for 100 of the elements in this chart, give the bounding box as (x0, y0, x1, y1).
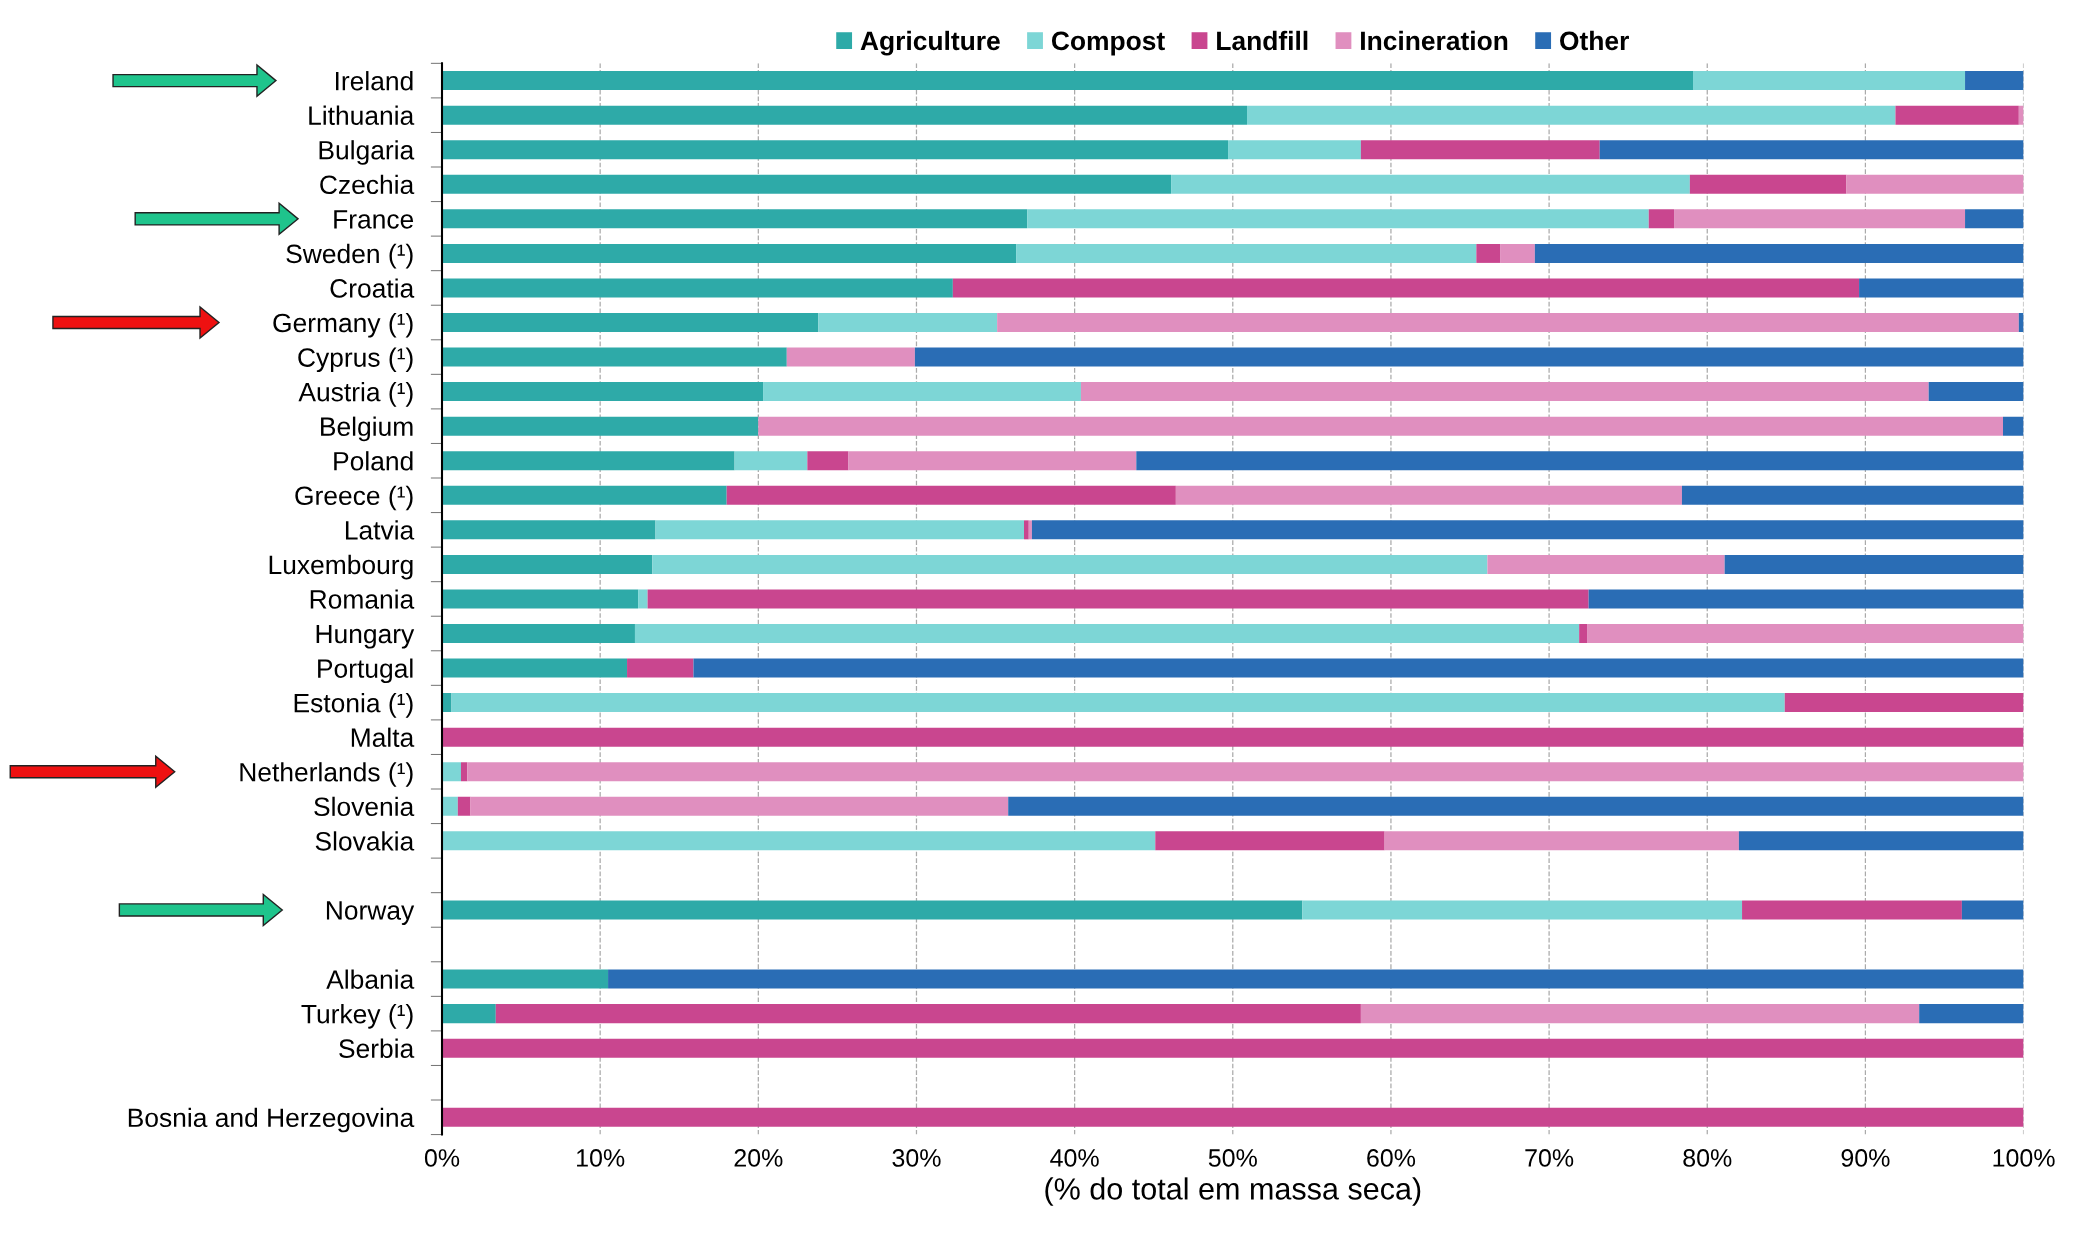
bar (1742, 900, 1962, 920)
bar (442, 624, 635, 644)
bar (470, 796, 1009, 816)
x-tick-label: 40% (1050, 1149, 1099, 1167)
bar (442, 762, 461, 782)
bar (457, 796, 471, 816)
bar (786, 347, 915, 367)
bar (1859, 278, 2024, 298)
y-tick-label: Cyprus (¹) (298, 347, 413, 373)
x-tick-label: 60% (1367, 1149, 1416, 1167)
bar (442, 174, 1172, 194)
bar (1360, 1004, 1920, 1024)
bar (1476, 243, 1501, 263)
y-tick-label: Portugal (318, 658, 413, 684)
bar (1024, 520, 1029, 540)
y-tick-label: Austria (¹) (298, 382, 413, 407)
bar (627, 658, 694, 678)
bar (1961, 900, 2024, 920)
bar (1080, 382, 1929, 402)
bar (638, 589, 648, 609)
bar (2003, 416, 2024, 436)
bar (1965, 71, 2024, 91)
bar (442, 554, 653, 574)
bar (1599, 140, 2024, 160)
bar (726, 485, 1176, 505)
bar (1500, 243, 1535, 263)
bar (608, 969, 2024, 989)
bar (1579, 624, 1588, 644)
bar (1534, 243, 2024, 263)
legend-label: Other (1560, 30, 1629, 51)
bar (1027, 209, 1649, 229)
bar (467, 762, 2024, 782)
legend-label: Incineration (1361, 30, 1508, 51)
bar (442, 1004, 496, 1024)
bar (442, 416, 759, 436)
bar (1028, 520, 1032, 540)
x-tick-label: 30% (892, 1149, 941, 1167)
bar (442, 278, 953, 298)
y-tick-label: Malta (351, 727, 415, 747)
bar (1175, 485, 1682, 505)
y-tick-label: Albania (326, 969, 415, 989)
bar (1693, 71, 1966, 91)
bar (655, 520, 1025, 540)
y-tick-label: Poland (334, 451, 413, 471)
bar (1587, 624, 2024, 644)
x-tick-label: 90% (1841, 1149, 1890, 1167)
bar (1784, 693, 2024, 713)
y-tick-label: Lithuania (309, 105, 415, 125)
bar (442, 451, 735, 471)
bar (1155, 831, 1385, 851)
bar (442, 796, 458, 816)
bar (442, 313, 819, 333)
bar (451, 693, 1785, 713)
x-tick-label: 100% (1993, 1149, 2055, 1167)
bar (442, 900, 1303, 920)
y-tick-label: Belgium (321, 416, 413, 442)
bar (1689, 174, 1847, 194)
x-tick-label: 80% (1683, 1149, 1732, 1167)
bar (1008, 796, 2024, 816)
bar (442, 1107, 2024, 1127)
y-tick-label: Netherlands (¹) (240, 762, 413, 787)
bar (442, 485, 727, 505)
bar (442, 1038, 2024, 1058)
bar (914, 347, 2024, 367)
y-tick-label: Slovakia (315, 831, 415, 851)
bar (1674, 209, 1966, 229)
x-tick-label: 50% (1208, 1149, 1257, 1167)
bar (1302, 900, 1743, 920)
bar (1228, 140, 1361, 160)
legend-label: Compost (1051, 31, 1165, 56)
bar (1384, 831, 1739, 851)
bar (442, 589, 639, 609)
bar (442, 831, 1156, 851)
y-tick-label: Slovenia (314, 796, 415, 817)
bar (1171, 174, 1690, 194)
bar (763, 382, 1081, 402)
bar (818, 313, 998, 333)
bar (734, 451, 808, 471)
y-tick-label: Greece (¹) (295, 485, 413, 511)
y-tick-label: Serbia (339, 1038, 415, 1058)
bar (647, 589, 1589, 609)
bar (442, 658, 628, 678)
bar (1031, 520, 2024, 540)
x-tick-label: 20% (734, 1149, 783, 1167)
bar (442, 209, 1028, 229)
bar (442, 520, 656, 540)
bar (1360, 140, 1600, 160)
y-tick-label: Estonia (¹) (294, 693, 413, 718)
bar (1738, 831, 2024, 851)
y-tick-label: Norway (326, 901, 415, 925)
bar (952, 278, 1860, 298)
bar (442, 382, 764, 402)
bar (807, 451, 849, 471)
y-tick-label: Ireland (335, 71, 413, 91)
y-tick-label: Bosnia and Herzegovina (128, 1107, 415, 1133)
x-axis-title: (% do total em massa seca) (1045, 1177, 1421, 1206)
bar (1247, 105, 1896, 125)
bar (1588, 589, 2024, 609)
x-tick-label: 0% (424, 1149, 460, 1167)
y-tick-label: France (334, 210, 414, 229)
